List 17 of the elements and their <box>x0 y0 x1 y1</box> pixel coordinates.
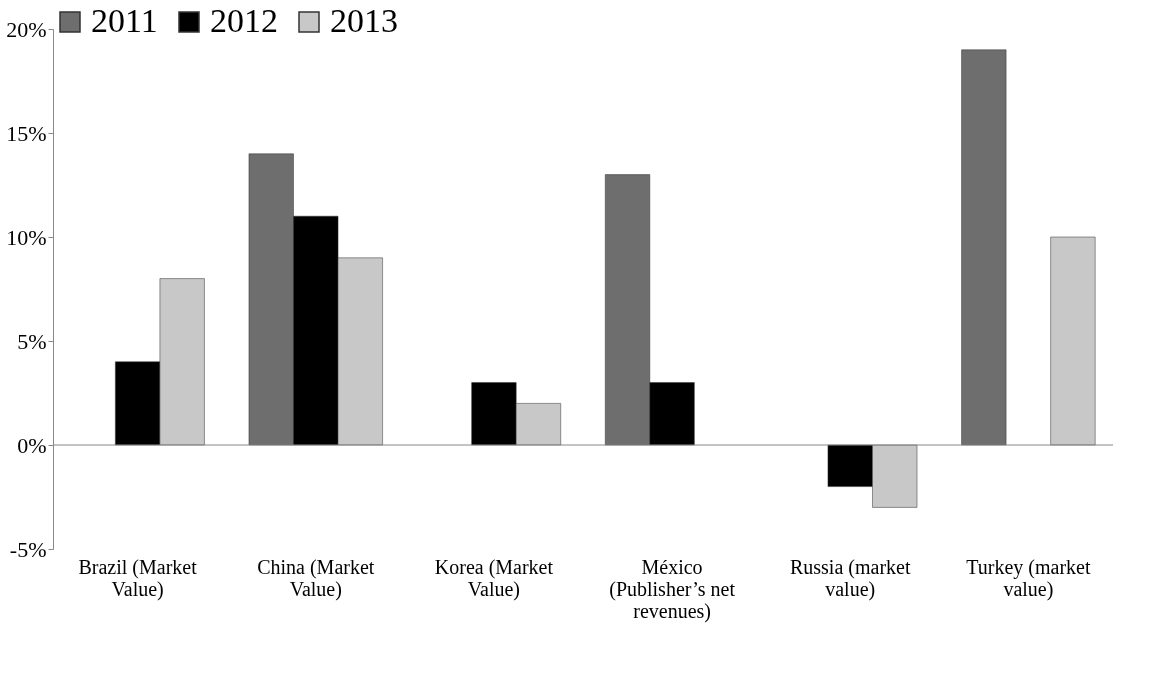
x-tick-label: China (Market Value) <box>257 555 375 601</box>
y-tick-label: 5% <box>17 328 47 354</box>
legend-label: 2013 <box>330 2 398 39</box>
x-tick-label: México (Publisher’s net revenues) <box>609 555 736 623</box>
bar <box>1050 236 1096 446</box>
y-tick-label: 0% <box>17 432 47 458</box>
y-tick-label: -5% <box>9 536 47 562</box>
legend-label: 2011 <box>91 2 158 39</box>
y-tick-label: 15% <box>6 120 47 146</box>
y-tick-label: 10% <box>6 224 47 250</box>
legend-label: 2012 <box>210 2 278 39</box>
bar <box>961 49 1007 446</box>
x-tick-label: Russia (market value) <box>789 555 911 601</box>
x-tick-label: Turkey (market value) <box>966 555 1091 601</box>
x-tick-label: Korea (Market Value) <box>434 555 554 601</box>
y-tick-label: 20% <box>6 16 47 42</box>
x-tick-label: Brazil (Market Value) <box>78 555 198 601</box>
